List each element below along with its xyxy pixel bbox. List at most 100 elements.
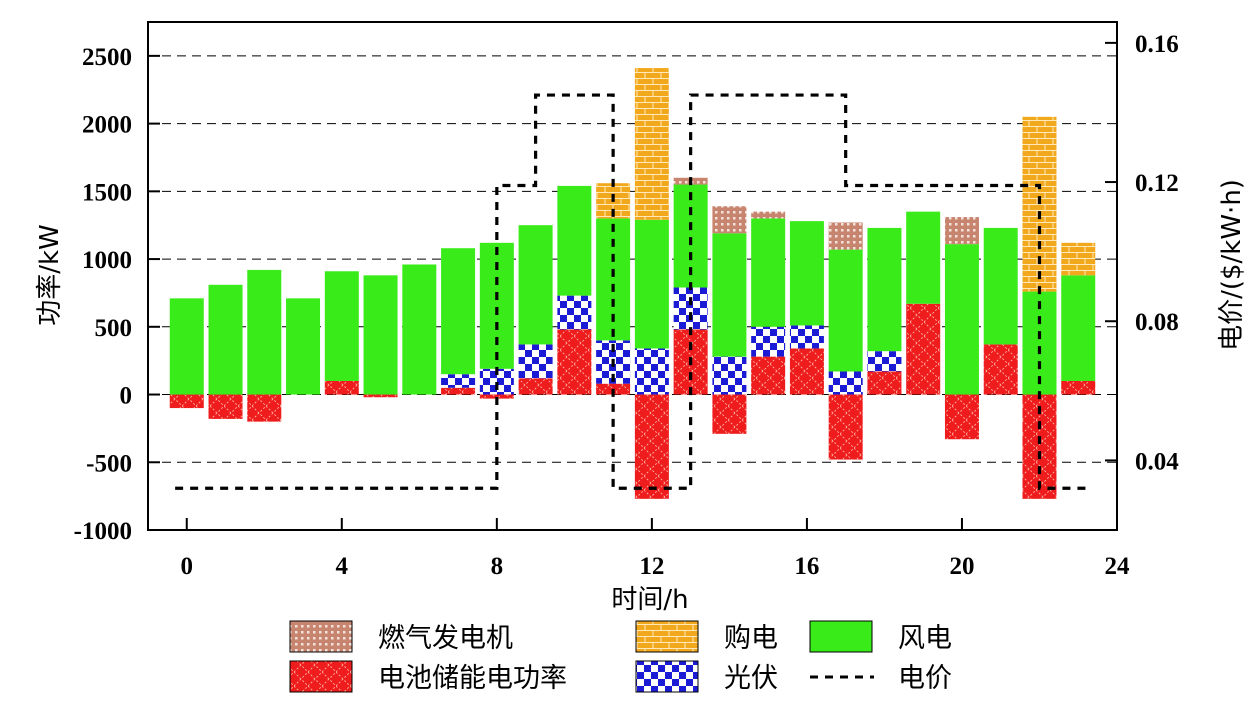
legend-swatch-wind: [809, 620, 873, 653]
bar-wind-20: [944, 244, 979, 395]
bar-wind-1: [208, 284, 243, 395]
legend-item-grid: 购电: [635, 620, 778, 654]
x-axis-title: 时间/h: [611, 585, 688, 615]
bar-battery-16: [789, 348, 824, 395]
legend-label-grid: 购电: [724, 623, 778, 654]
bar-battery-17: [828, 394, 863, 460]
y-tick-label--1000: -1000: [74, 518, 132, 545]
legend: 燃气发电机 购电 风电 电池储能电功率 光伏 电价: [289, 620, 952, 694]
bar-wind-7: [441, 248, 476, 375]
bar-pv-9: [518, 344, 553, 379]
bar-pv-18: [867, 351, 902, 372]
y-tick-label-2000: 2000: [82, 112, 132, 139]
bar-battery-20: [944, 394, 979, 440]
y-tick-label-500: 500: [95, 315, 133, 342]
bar-wind-5: [363, 275, 398, 395]
bar-gas-17: [828, 222, 863, 250]
bar-wind-0: [169, 298, 204, 395]
legend-item-battery: 电池储能电功率: [289, 660, 567, 694]
bar-battery-1: [208, 394, 243, 419]
bar-wind-19: [906, 211, 941, 304]
bar-battery-18: [867, 371, 902, 395]
legend-swatch-pv: [635, 660, 699, 693]
bar-wind-12: [634, 219, 669, 349]
bar-wind-4: [324, 271, 359, 381]
bar-battery-0: [169, 394, 204, 409]
y2-tick-label-1: 0.08: [1135, 309, 1179, 336]
bar-battery-15: [751, 356, 786, 395]
bar-wind-16: [789, 221, 824, 326]
legend-label-gas: 燃气发电机: [378, 623, 513, 654]
y-tick-label-1500: 1500: [82, 179, 132, 206]
legend-swatch-battery: [289, 660, 353, 693]
bar-battery-5: [363, 394, 398, 398]
bar-battery-23: [1061, 380, 1096, 395]
bar-wind-21: [983, 227, 1018, 345]
bar-gas-20: [944, 217, 979, 245]
y-tick-label--500: -500: [86, 450, 132, 477]
price-line: [175, 93, 1090, 490]
bar-wind-17: [828, 249, 863, 372]
legend-label-price: 电价: [898, 663, 952, 694]
bar-wind-23: [1061, 275, 1096, 381]
legend-label-battery: 电池储能电功率: [378, 663, 567, 694]
bar-pv-17: [828, 371, 863, 395]
bar-pv-12: [634, 348, 669, 395]
bar-wind-8: [479, 242, 514, 369]
bar-battery-2: [247, 394, 282, 422]
legend-item-wind: 风电: [809, 620, 952, 654]
bar-battery-10: [557, 329, 592, 395]
bar-gas-14: [712, 206, 747, 234]
legend-swatch-gas: [289, 620, 353, 653]
bar-wind-9: [518, 225, 553, 345]
bar-battery-14: [712, 394, 747, 434]
bar-battery-4: [324, 380, 359, 395]
y2-axis-title: 电价/($/kW·h): [1217, 179, 1247, 351]
legend-label-wind: 风电: [898, 623, 952, 654]
x-tick-label-24: 24: [1105, 553, 1131, 580]
legend-swatch-grid: [635, 620, 699, 653]
bar-pv-10: [557, 295, 592, 330]
plot-frame: [147, 21, 1118, 531]
y2-tick-label-3: 0.16: [1135, 31, 1179, 58]
bar-pv-13: [673, 287, 708, 330]
bar-battery-7: [441, 387, 476, 395]
bar-pv-16: [789, 325, 824, 349]
bar-wind-18: [867, 227, 902, 352]
bar-wind-11: [596, 218, 631, 341]
bars: [169, 68, 1096, 499]
ticks: [148, 41, 1118, 531]
y-tick-label-0: 0: [120, 383, 133, 410]
x-tick-label-0: 0: [181, 553, 194, 580]
y-axis-title: 功率/kW: [35, 224, 65, 326]
bar-wind-6: [402, 264, 437, 395]
bar-pv-15: [751, 326, 786, 357]
bar-grid-12: [634, 68, 669, 220]
bar-battery-12: [634, 394, 669, 499]
legend-item-pv: 光伏: [635, 660, 778, 694]
bar-battery-19: [906, 303, 941, 395]
bar-grid-22: [1022, 116, 1057, 292]
x-tick-label-16: 16: [794, 553, 819, 580]
bar-gas-15: [751, 211, 786, 219]
bar-wind-10: [557, 185, 592, 296]
bar-grid-23: [1061, 242, 1096, 276]
y2-tick-label-0: 0.04: [1135, 448, 1179, 475]
bar-pv-7: [441, 374, 476, 388]
bar-wind-14: [712, 233, 747, 357]
bar-battery-21: [983, 344, 1018, 395]
bar-battery-8: [479, 394, 514, 399]
bar-pv-14: [712, 356, 747, 395]
legend-label-pv: 光伏: [724, 663, 778, 694]
legend-item-gas: 燃气发电机: [289, 620, 513, 654]
y2-tick-label-2: 0.12: [1135, 170, 1179, 197]
tick-labels: -1000 -500 0 500 1000 1500 2000 2500 0.04 0.08 0.1…: [74, 31, 1180, 580]
y-tick-label-1000: 1000: [82, 247, 132, 274]
bar-wind-3: [286, 298, 321, 395]
x-tick-label-12: 12: [639, 553, 664, 580]
bar-battery-9: [518, 378, 553, 395]
price-step-line: [175, 93, 1090, 490]
x-tick-label-4: 4: [336, 553, 349, 580]
x-tick-label-8: 8: [491, 553, 504, 580]
